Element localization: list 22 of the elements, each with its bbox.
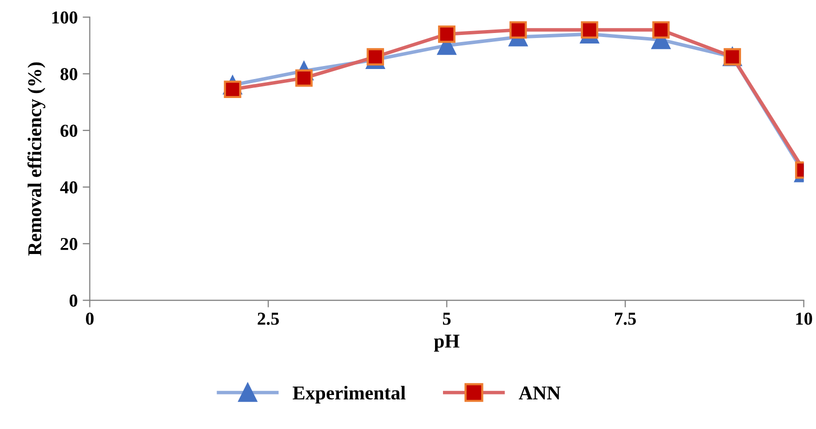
- point: [652, 21, 670, 39]
- point: [580, 21, 598, 39]
- y-tick-label: 40: [60, 181, 78, 194]
- y-tick-label: 100: [52, 11, 78, 24]
- legend-label: ANN: [518, 386, 560, 400]
- y-tick-label: 0: [70, 294, 78, 307]
- x-axis-title: pH: [434, 334, 460, 352]
- x-tick-label: 5: [442, 312, 451, 325]
- x-tick-label: 2.5: [258, 312, 279, 325]
- point: [224, 80, 242, 98]
- y-tick-label: 60: [60, 124, 78, 137]
- x-tick-label: 0: [86, 312, 94, 325]
- x-tick-label: 10: [796, 312, 812, 325]
- point: [509, 21, 527, 39]
- y-tick-label: 80: [60, 68, 78, 80]
- point: [366, 48, 384, 66]
- point: [438, 25, 456, 43]
- x-tick-label: 7.5: [615, 312, 636, 325]
- y-axis-title: Removal efficiency (%): [27, 62, 46, 256]
- y-tick-label: 20: [60, 238, 78, 250]
- legend-label: Experimental: [292, 386, 406, 404]
- point: [295, 69, 313, 87]
